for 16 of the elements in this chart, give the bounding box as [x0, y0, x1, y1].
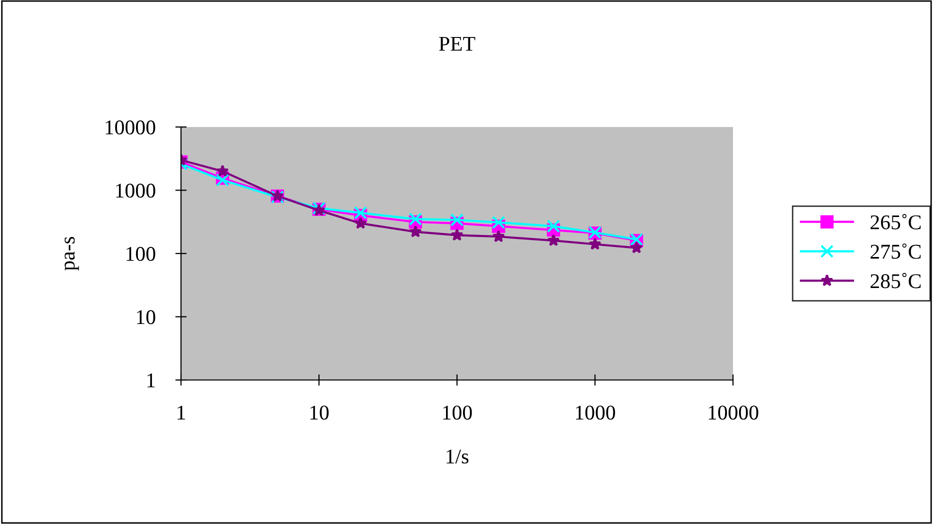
legend-label: 275˚C [870, 243, 921, 259]
y-tick-label: 1 [147, 373, 155, 388]
y-tick-label: 1000 [116, 184, 156, 198]
x-tick-label: 1000 [576, 406, 616, 420]
x-tick-label: 100 [443, 406, 472, 420]
y-axis-title: pa-s [64, 236, 79, 271]
legend-label: 265˚C [870, 214, 921, 230]
legend-label: 285˚C [870, 272, 921, 288]
y-tick-label: 10 [137, 310, 156, 324]
x-tick-label: 10000 [708, 406, 758, 420]
x-tick-label: 10 [310, 406, 329, 420]
x-tick-label: 1 [178, 406, 185, 420]
chart-title: PET [439, 36, 476, 51]
y-tick-label: 100 [126, 246, 156, 261]
x-axis-title: 1/s [446, 450, 468, 464]
y-tick-label: 10000 [106, 120, 156, 134]
